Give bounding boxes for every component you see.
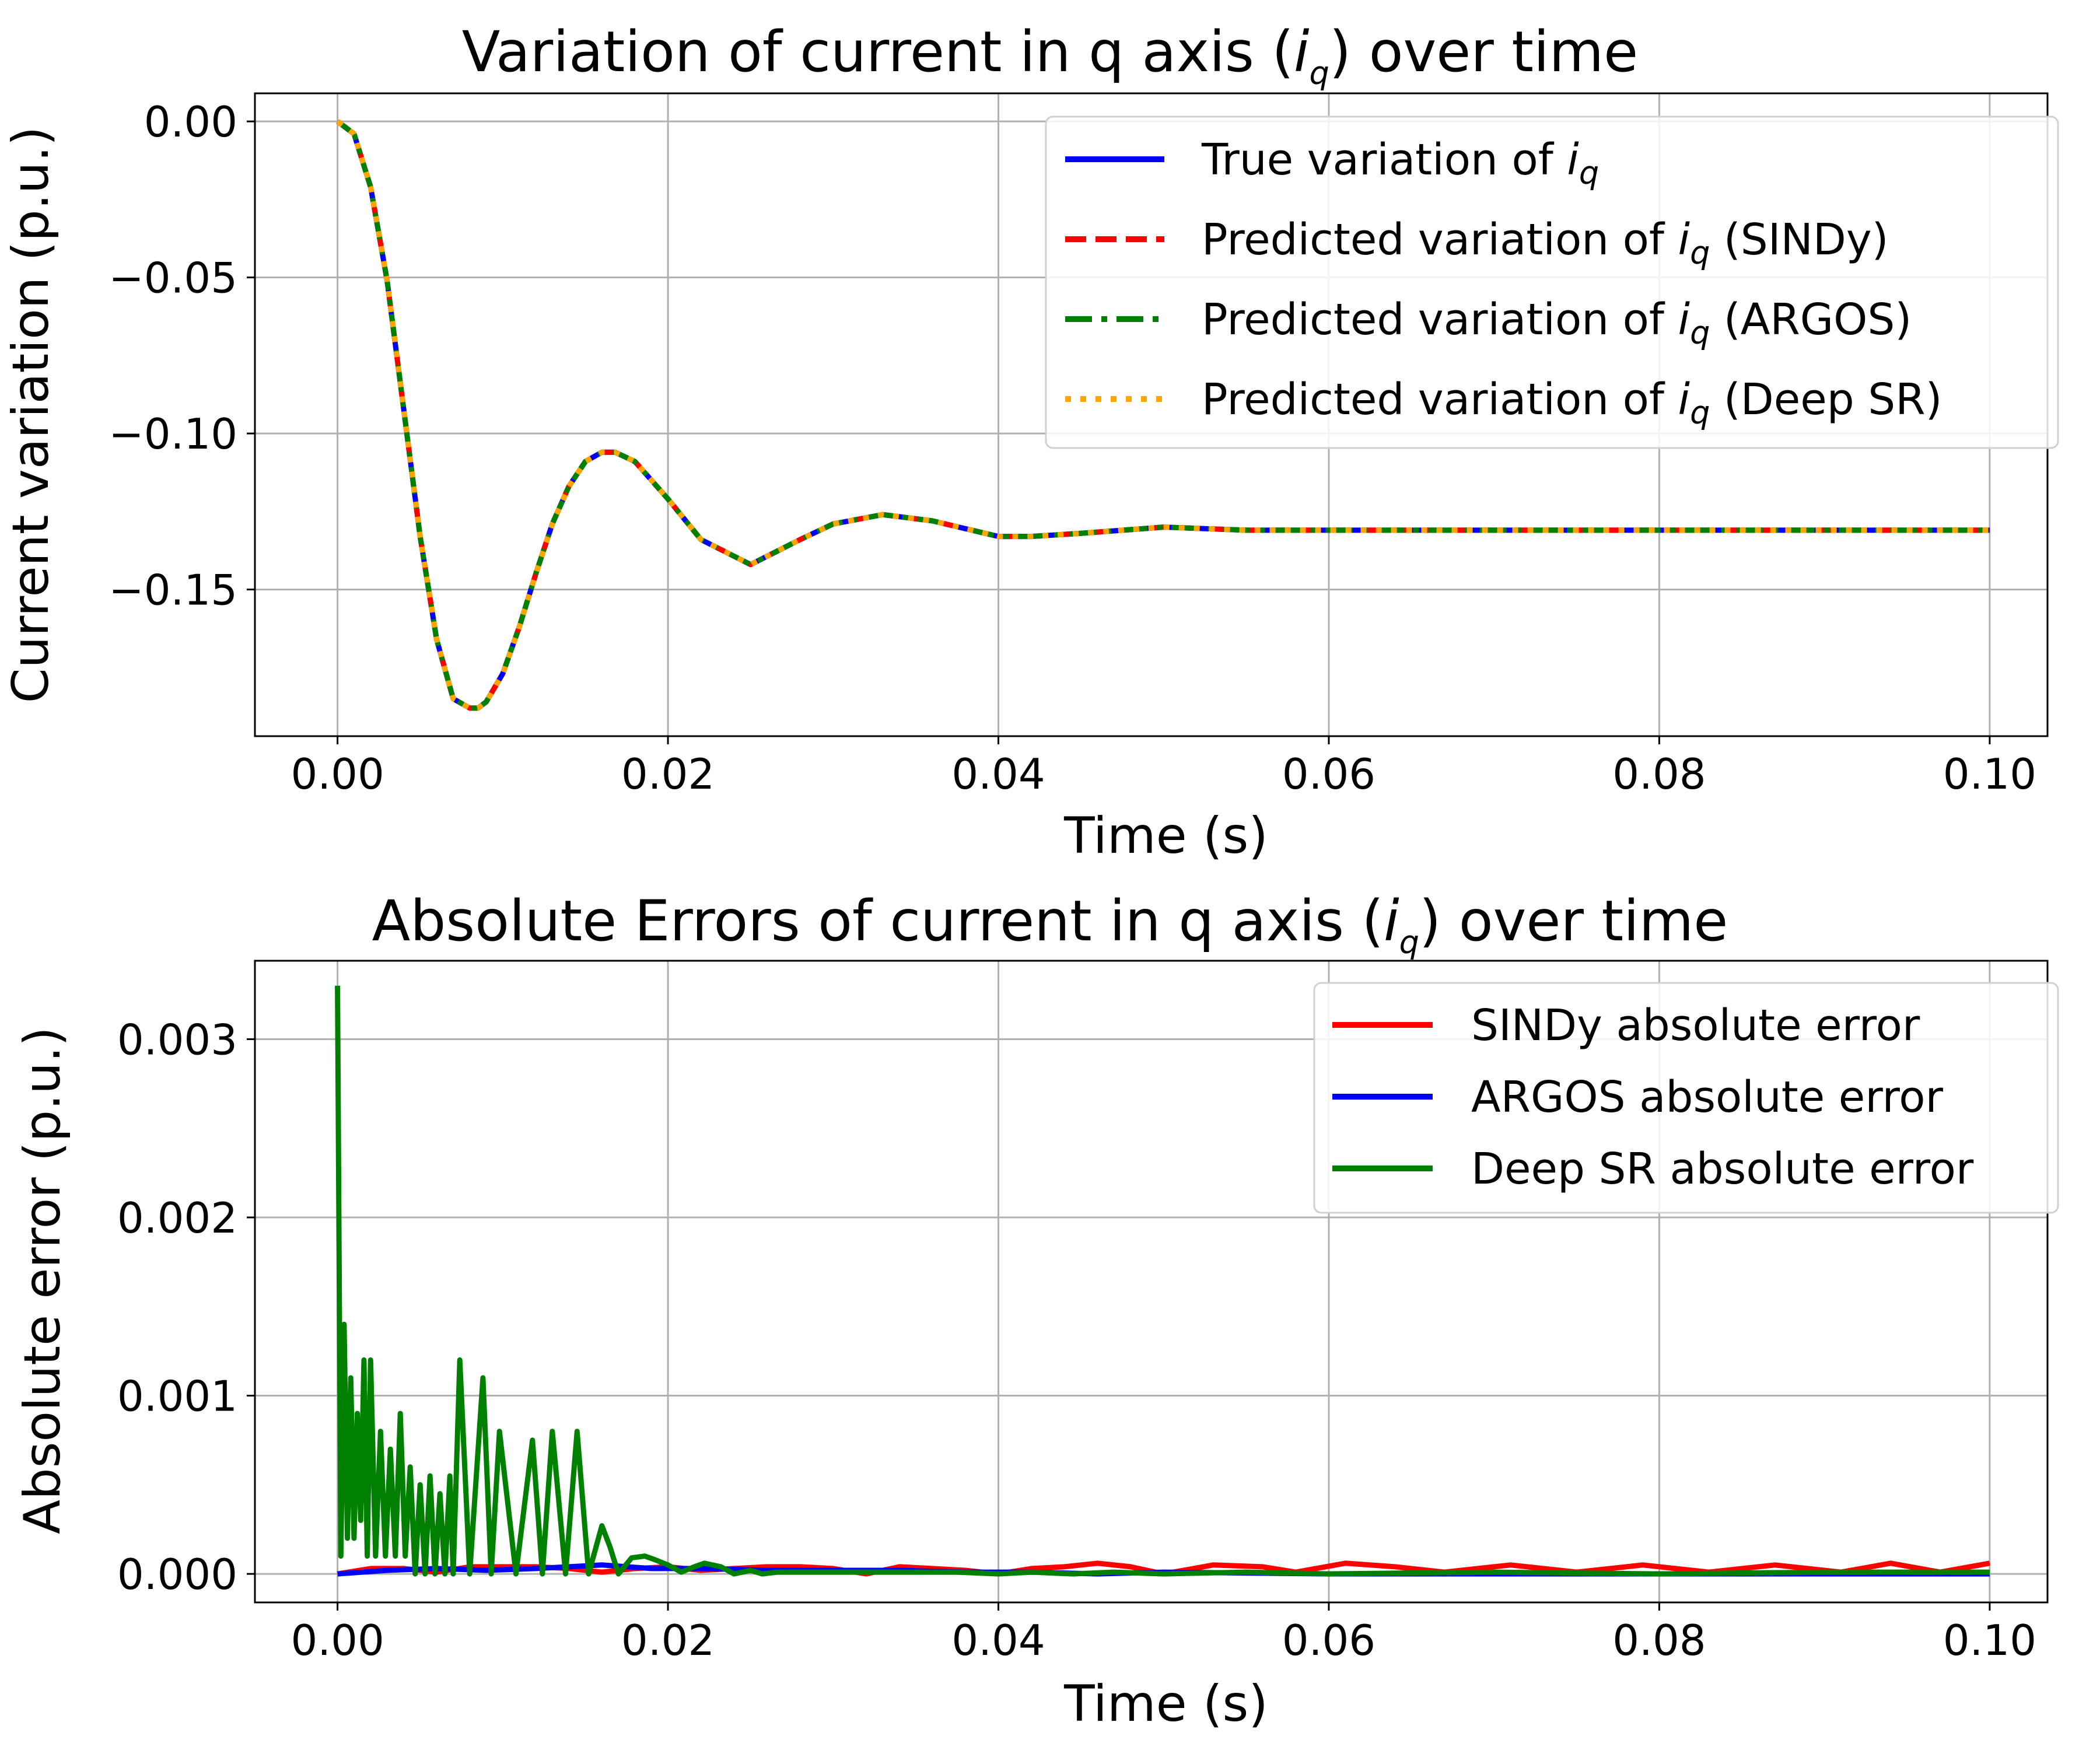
legend-label: ARGOS absolute error — [1471, 1072, 1944, 1122]
y-axis-label: Current variation (p.u.) — [2, 127, 60, 704]
x-tick-label: 0.10 — [1943, 750, 2036, 799]
plot-frame — [254, 960, 2049, 1604]
x-tick-label: 0.08 — [1612, 750, 1706, 799]
y-tick-label: −0.10 — [108, 410, 237, 459]
legend-frame — [1045, 116, 2059, 449]
x-tick-label: 0.06 — [1282, 1616, 1376, 1665]
x-tick-label: 0.08 — [1612, 1616, 1706, 1665]
x-tick-label: 0.00 — [290, 1616, 384, 1665]
legend-label: Predicted variation of iq (ARGOS) — [1202, 295, 1912, 351]
legend-entry-argos: Predicted variation of iq (ARGOS) — [1065, 295, 1912, 351]
legend-label: Predicted variation of iq (SINDy) — [1202, 215, 1889, 271]
x-tick-label: 0.00 — [290, 750, 384, 799]
x-tick-label: 0.04 — [951, 750, 1045, 799]
chart-iq-variation: Variation of current in q axis (iq) over… — [2, 19, 2059, 865]
series-line-3 — [335, 985, 1990, 1577]
legend-label: Deep SR absolute error — [1471, 1144, 1974, 1194]
legend: SINDy absolute error ARGOS absolute erro… — [1313, 982, 2059, 1214]
chart-title: Absolute Errors of current in q axis (iq… — [372, 888, 1728, 961]
chart-title: Variation of current in q axis (iq) over… — [462, 19, 1638, 92]
legend-label: Predicted variation of iq (Deep SR) — [1202, 374, 1943, 431]
series-lines — [335, 985, 1990, 1577]
legend-frame — [1313, 982, 2059, 1214]
legend-entry-sindy: Predicted variation of iq (SINDy) — [1065, 215, 1889, 271]
x-axis-label: Time (s) — [1063, 807, 1268, 865]
legend-label: SINDy absolute error — [1471, 1000, 1920, 1051]
x-tick-label: 0.02 — [621, 750, 715, 799]
x-tick-label: 0.04 — [951, 1616, 1045, 1665]
tick-labels: 0.00 0.02 0.04 0.06 0.08 0.10 0.000 0.001 0.002 0… — [117, 1015, 2036, 1665]
series-lines — [335, 119, 1990, 711]
legend-label: True variation of iq — [1201, 135, 1599, 191]
y-tick-label: 0.000 — [117, 1550, 237, 1599]
x-tick-label: 0.02 — [621, 1616, 715, 1665]
y-tick-label: −0.15 — [108, 566, 237, 615]
y-axis-label: Absolute error (p.u.) — [13, 1027, 72, 1534]
x-tick-label: 0.10 — [1943, 1616, 2036, 1665]
y-tick-label: −0.05 — [108, 254, 237, 303]
x-tick-label: 0.06 — [1282, 750, 1376, 799]
legend-entry-sindy-error: SINDy absolute error — [1332, 1000, 1920, 1051]
y-tick-label: 0.00 — [144, 97, 237, 146]
legend: True variation of iq Predicted variation… — [1045, 116, 2059, 449]
legend-entry-argos-error: ARGOS absolute error — [1332, 1072, 1944, 1122]
y-tick-label: 0.002 — [117, 1194, 237, 1242]
legend-entry-true: True variation of iq — [1065, 135, 1599, 191]
series-line-4 — [335, 119, 1990, 711]
x-axis-label: Time (s) — [1063, 1675, 1268, 1733]
tick-labels: 0.00 0.02 0.04 0.06 0.08 0.10 0.00 −0.05 −0.10 −0… — [108, 97, 2036, 799]
chart-absolute-errors: Absolute Errors of current in q axis (iq… — [13, 888, 2059, 1733]
y-tick-label: 0.003 — [117, 1015, 237, 1064]
y-tick-label: 0.001 — [117, 1372, 237, 1421]
legend-entry-deepsr: Predicted variation of iq (Deep SR) — [1065, 374, 1943, 431]
legend-entry-deepsr-error: Deep SR absolute error — [1332, 1144, 1974, 1194]
